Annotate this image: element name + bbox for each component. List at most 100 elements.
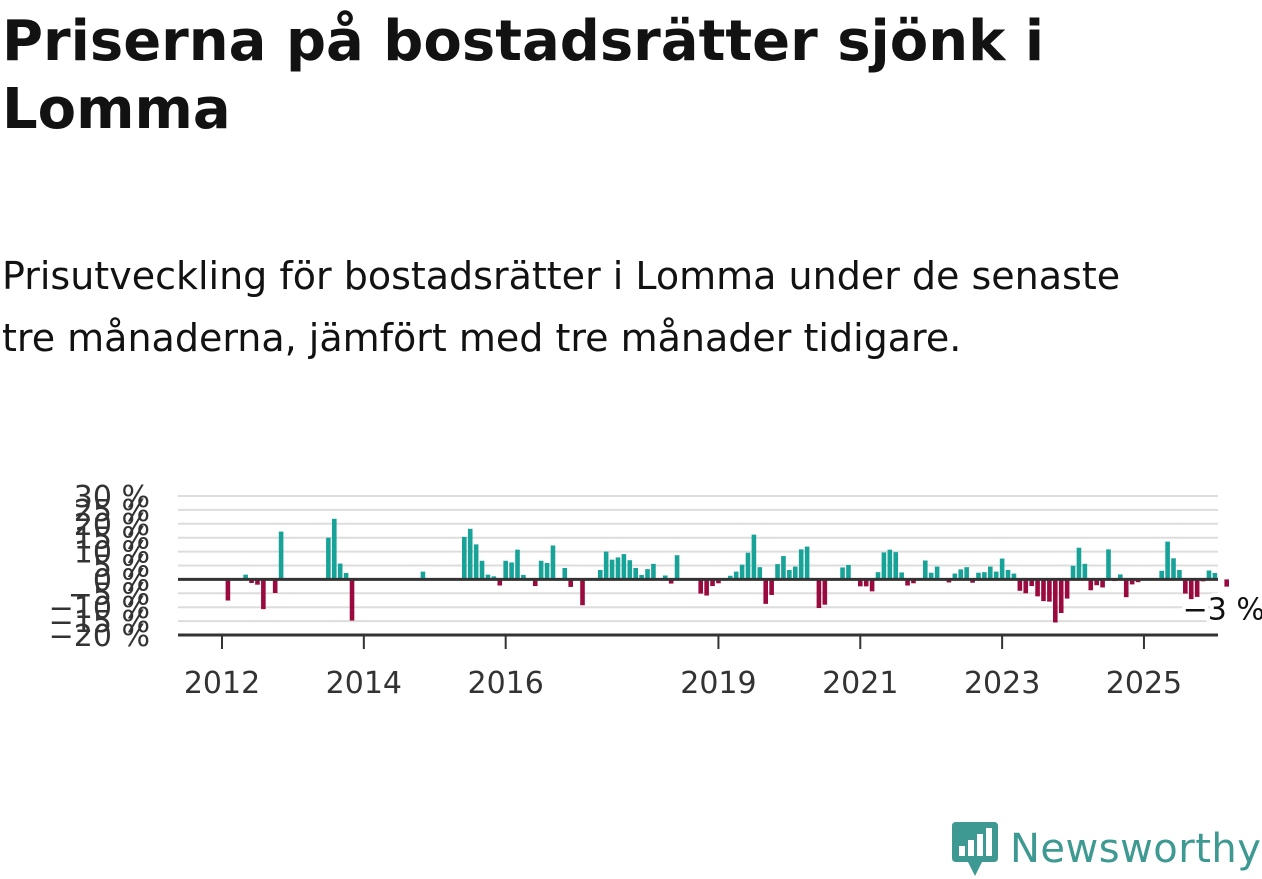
bar <box>840 567 845 580</box>
bar <box>1041 579 1046 602</box>
bar <box>798 549 804 580</box>
bar <box>1076 547 1082 580</box>
bar <box>846 564 851 580</box>
bar <box>278 531 284 580</box>
bar <box>922 560 928 580</box>
bar <box>1082 563 1088 580</box>
bar <box>544 562 550 580</box>
bar <box>745 552 751 580</box>
bar <box>857 579 863 587</box>
y-tick-label: −20 % <box>49 619 150 654</box>
bar <box>1206 570 1212 580</box>
bar <box>875 572 881 580</box>
y-tick-label: 30 % <box>74 480 150 515</box>
bar <box>580 579 585 606</box>
bar <box>326 537 331 580</box>
bar <box>1005 569 1011 580</box>
bar <box>473 544 479 580</box>
bar <box>261 579 266 610</box>
bar <box>633 568 638 580</box>
bar <box>905 579 910 586</box>
bar-chart: −20 %−15 %−10 %−5 %0 %5 %10 %15 %20 %25 … <box>49 480 1262 701</box>
bar <box>1035 579 1040 597</box>
bar <box>639 574 644 580</box>
y-tick-label: 0 % <box>93 563 150 598</box>
bar <box>249 579 254 584</box>
bar <box>816 579 822 609</box>
bar <box>982 572 987 580</box>
bar <box>515 549 520 580</box>
bar <box>621 554 627 580</box>
bar <box>988 566 993 580</box>
bar <box>727 575 733 580</box>
bar <box>952 573 958 580</box>
bar <box>550 545 556 580</box>
bar <box>804 546 810 580</box>
bar <box>1058 579 1064 614</box>
bar <box>769 579 774 595</box>
bar <box>562 568 568 580</box>
bar <box>716 579 721 584</box>
y-tick-label: 25 % <box>74 494 150 529</box>
bar <box>1188 579 1194 600</box>
bar <box>1023 579 1029 594</box>
bar <box>934 566 940 580</box>
x-tick-label: 2023 <box>964 666 1040 701</box>
x-tick-label: 2014 <box>326 666 402 701</box>
bar <box>863 579 869 587</box>
bar <box>538 560 544 580</box>
bar <box>751 534 757 580</box>
bar <box>1224 579 1229 587</box>
bar <box>1047 579 1052 602</box>
logo-text: Newsworthy <box>1010 826 1262 872</box>
bar <box>462 536 467 580</box>
bar <box>1123 579 1129 598</box>
bar <box>1064 579 1070 599</box>
bar <box>899 572 904 580</box>
bar <box>597 569 603 580</box>
x-tick-label: 2012 <box>184 666 260 701</box>
bar <box>337 563 343 580</box>
bar <box>1129 579 1135 585</box>
bar <box>645 569 650 580</box>
bar <box>1094 579 1099 586</box>
chart-subtitle: Prisutveckling för bostadsrätter i Lomma… <box>2 254 1121 360</box>
bar <box>479 560 485 580</box>
bar <box>911 579 916 584</box>
bar <box>928 572 934 580</box>
bar <box>255 579 260 585</box>
bar <box>467 528 473 580</box>
bar <box>710 579 715 587</box>
bar <box>958 569 964 580</box>
bar <box>485 574 491 580</box>
bar <box>775 564 780 580</box>
bar <box>1118 574 1123 580</box>
bar <box>243 574 248 580</box>
bar <box>491 576 497 580</box>
x-tick-label: 2016 <box>468 666 544 701</box>
bar <box>662 575 668 580</box>
bar <box>704 579 709 596</box>
bar <box>1029 579 1034 587</box>
bar <box>521 574 526 580</box>
bar <box>1177 569 1182 580</box>
last-value-label: −3 % <box>1183 593 1262 628</box>
bar <box>568 579 573 587</box>
bar <box>603 551 609 580</box>
y-tick-label: −10 % <box>49 591 150 626</box>
newsworthy-chart-icon <box>952 822 998 876</box>
y-tick-label: −5 % <box>68 577 150 612</box>
bar <box>420 571 426 580</box>
newsworthy-logo: Newsworthy <box>950 820 1261 878</box>
bar <box>668 579 674 584</box>
bar <box>627 560 633 580</box>
bar <box>999 558 1005 580</box>
bar <box>976 572 981 580</box>
bar <box>1070 565 1076 580</box>
x-tick-label: 2021 <box>822 666 898 701</box>
bar <box>1106 549 1111 580</box>
bar <box>1017 579 1023 591</box>
annotations: −3 % <box>1179 589 1262 632</box>
bar <box>674 555 680 580</box>
bar <box>757 567 763 580</box>
